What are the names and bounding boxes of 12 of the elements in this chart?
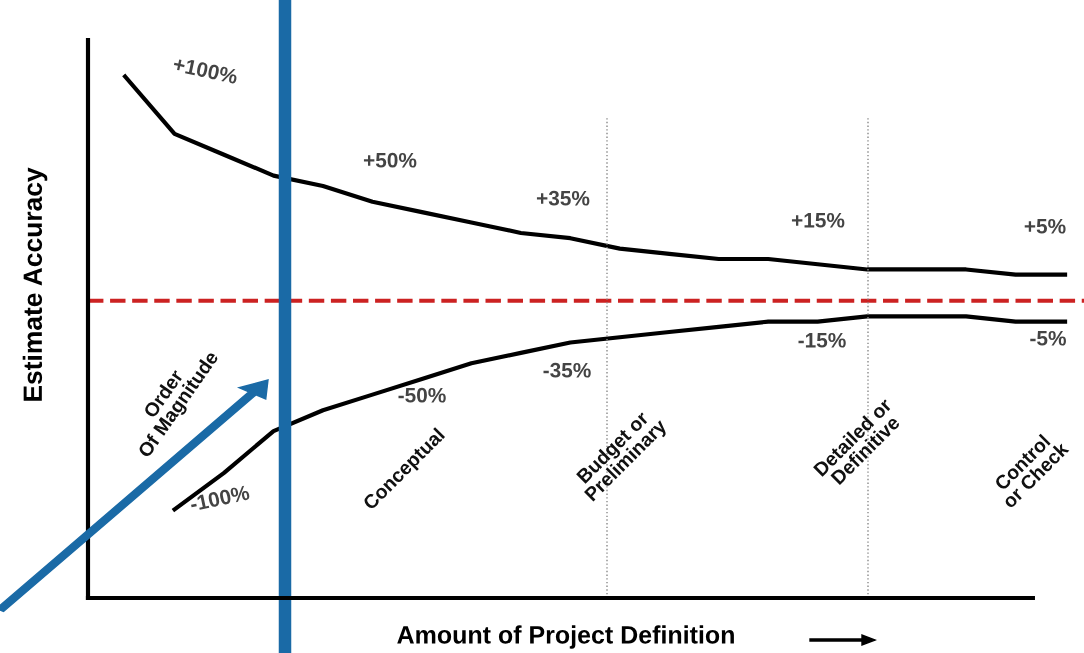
y-axis-title: Estimate Accuracy: [22, 167, 48, 401]
annotation: +50%: [363, 152, 417, 168]
annotation: +100%: [172, 56, 239, 85]
annotation: -5%: [1030, 330, 1066, 346]
annotation: -35%: [543, 362, 591, 378]
annotation: +5%: [1024, 218, 1066, 234]
annotation: -50%: [398, 387, 446, 403]
annotation: -100%: [189, 484, 251, 512]
x-axis-title: Amount of Project Definition: [397, 625, 734, 649]
annotation: -15%: [798, 332, 846, 348]
annotation: +35%: [536, 190, 590, 206]
annotation: +15%: [791, 212, 845, 228]
